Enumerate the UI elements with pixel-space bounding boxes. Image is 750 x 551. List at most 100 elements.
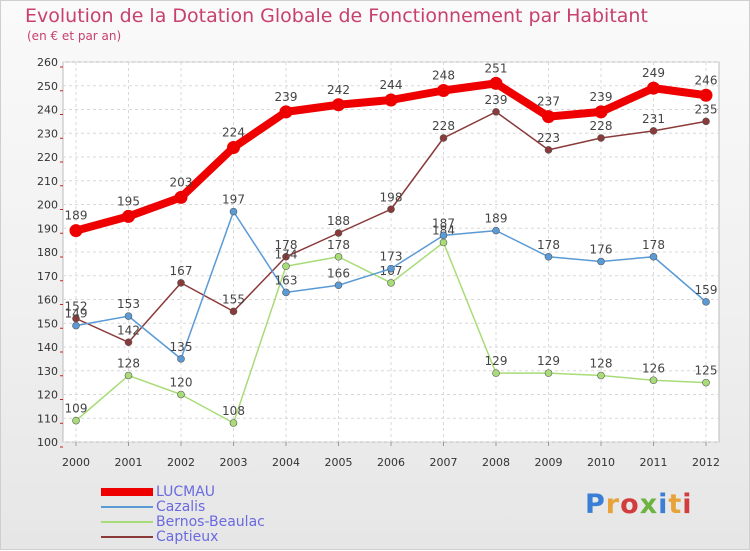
- data-point: [544, 252, 553, 261]
- legend-label: LUCMAU: [156, 484, 216, 500]
- data-label: 108: [222, 404, 245, 418]
- data-label: 173: [380, 250, 403, 264]
- data-label: 189: [485, 212, 508, 226]
- data-label: 129: [485, 354, 508, 368]
- brand-letter: x: [639, 489, 659, 520]
- data-point: [437, 84, 450, 97]
- data-label: 187: [432, 216, 455, 230]
- data-point: [597, 134, 605, 142]
- legend-item: Captieux: [101, 529, 401, 545]
- data-point: [229, 207, 238, 216]
- data-point: [72, 416, 80, 425]
- data-label: 166: [327, 266, 350, 280]
- data-point: [439, 238, 448, 247]
- legend-item: Bernos-Beaulac: [101, 514, 401, 530]
- data-label: 167: [170, 264, 193, 278]
- x-tick-label: 2008: [482, 456, 510, 469]
- data-label: 239: [590, 90, 613, 104]
- data-point: [649, 376, 658, 385]
- y-tick-label: 160: [37, 294, 58, 307]
- data-point: [594, 105, 608, 119]
- legend-item: Cazalis: [101, 499, 401, 515]
- data-point: [384, 93, 398, 107]
- legend-swatch: [101, 536, 153, 538]
- legend: LUCMAU Cazalis Bernos-Beaulac Captieux: [101, 484, 401, 545]
- data-label: 231: [642, 112, 665, 126]
- data-label: 239: [485, 93, 508, 107]
- data-label: 251: [485, 61, 508, 75]
- x-tick-label: 2003: [220, 456, 248, 469]
- x-tick-label: 2010: [587, 456, 615, 469]
- data-label: 235: [695, 102, 718, 116]
- y-tick-label: 190: [37, 222, 58, 235]
- data-point: [282, 262, 290, 271]
- data-label: 159: [695, 283, 718, 297]
- y-tick-label: 110: [37, 412, 58, 425]
- y-tick-label: 140: [37, 341, 58, 354]
- data-point: [124, 338, 133, 347]
- data-label: 203: [170, 175, 193, 189]
- data-point: [72, 321, 80, 330]
- data-point: [334, 229, 343, 237]
- data-point: [282, 252, 290, 261]
- data-point: [439, 231, 448, 240]
- data-point: [124, 371, 133, 380]
- data-label: 142: [117, 323, 140, 337]
- data-point: [387, 264, 395, 273]
- data-point: [332, 98, 345, 112]
- legend-item: LUCMAU: [101, 484, 401, 500]
- y-tick-label: 120: [37, 389, 58, 402]
- data-label: 189: [65, 209, 88, 223]
- data-point: [702, 298, 710, 306]
- data-point: [334, 252, 343, 261]
- data-point: [334, 281, 343, 290]
- y-tick-label: 180: [37, 246, 58, 259]
- data-label: 152: [65, 300, 88, 314]
- data-label: 120: [170, 376, 193, 390]
- data-label: 198: [380, 190, 403, 204]
- data-point: [387, 279, 395, 287]
- data-label: 237: [537, 95, 560, 109]
- brand-letter: P: [585, 489, 606, 520]
- y-tick-label: 260: [37, 56, 58, 69]
- data-point: [492, 226, 500, 235]
- data-label: 135: [170, 340, 193, 354]
- y-tick-label: 170: [37, 270, 58, 283]
- data-point: [439, 134, 448, 142]
- chart-title: Evolution de la Dotation Globale de Fonc…: [25, 5, 648, 27]
- data-point: [649, 252, 658, 261]
- data-point: [279, 105, 293, 119]
- data-label: 228: [432, 119, 455, 133]
- brand-logo: Proxiti: [585, 489, 693, 520]
- data-point: [227, 141, 240, 154]
- data-point: [702, 117, 710, 126]
- data-point: [492, 369, 500, 377]
- y-tick-label: 250: [37, 80, 58, 93]
- legend-swatch: [101, 488, 153, 496]
- data-label: 163: [275, 273, 298, 287]
- legend-label: Bernos-Beaulac: [156, 514, 265, 530]
- data-label: 129: [537, 354, 560, 368]
- data-label: 184: [432, 224, 455, 238]
- data-point: [699, 88, 713, 102]
- y-tick-label: 210: [37, 175, 58, 188]
- data-label: 249: [642, 66, 665, 80]
- brand-letter: t: [668, 489, 683, 520]
- data-label: 178: [642, 238, 665, 252]
- legend-label: Cazalis: [156, 499, 206, 515]
- data-point: [542, 110, 555, 124]
- data-label: 126: [642, 361, 665, 375]
- data-point: [544, 146, 553, 154]
- data-label: 125: [695, 364, 718, 378]
- data-label: 178: [537, 238, 560, 252]
- legend-swatch: [101, 506, 153, 508]
- data-point: [649, 127, 658, 135]
- data-label: 188: [327, 214, 350, 228]
- data-label: 248: [432, 69, 455, 83]
- data-label: 246: [695, 73, 718, 87]
- x-tick-label: 2005: [325, 456, 353, 469]
- data-label: 223: [537, 131, 560, 145]
- data-label: 239: [275, 90, 298, 104]
